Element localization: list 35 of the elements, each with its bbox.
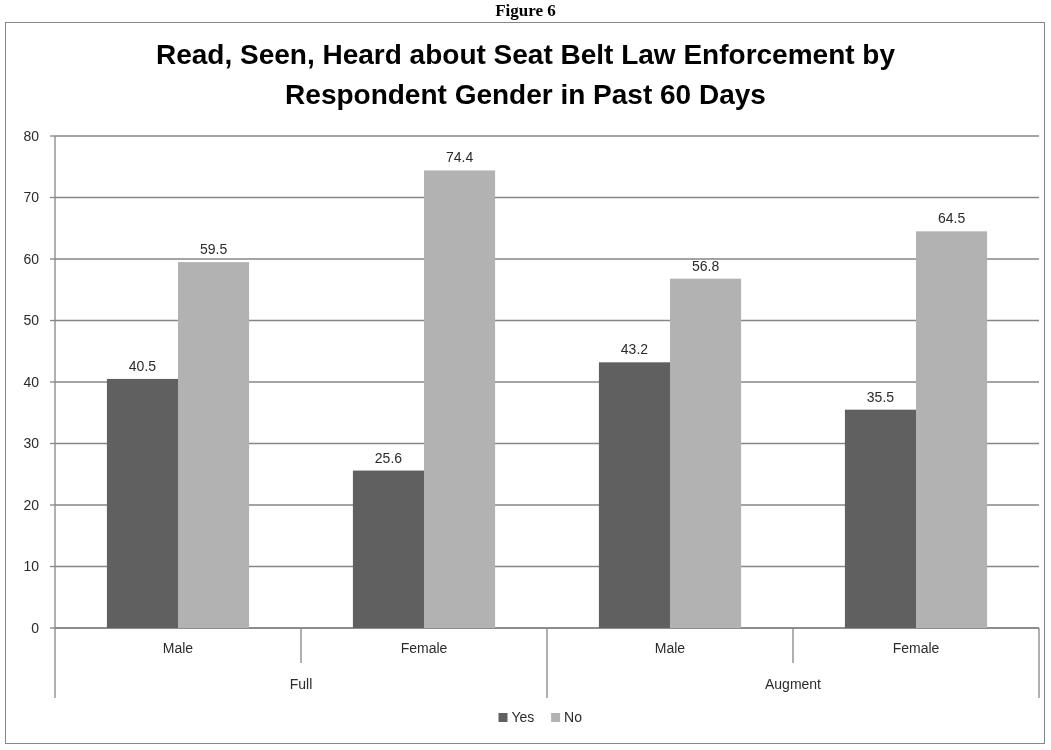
y-tick-label: 50	[23, 312, 40, 329]
data-label: 59.5	[199, 241, 228, 258]
x-tick-label: Male	[654, 640, 686, 656]
x-tick-label: Female	[400, 640, 448, 656]
bar	[844, 409, 916, 628]
bar	[106, 378, 178, 628]
data-label: 64.5	[937, 210, 966, 227]
data-label: 35.5	[866, 388, 895, 405]
text: Augment	[764, 676, 822, 692]
y-tick-label: 30	[23, 435, 40, 452]
data-label: 74.4	[445, 149, 474, 166]
bar	[424, 170, 496, 628]
y-tick-label: 40	[23, 373, 40, 390]
y-tick-label: 80	[23, 127, 40, 144]
data-label: 40.5	[128, 357, 157, 374]
bar	[670, 278, 742, 628]
y-tick-label: 70	[23, 189, 40, 206]
bar	[916, 231, 988, 628]
y-tick-label: 10	[23, 558, 40, 575]
bar	[178, 262, 250, 628]
legend-label: Yes	[511, 709, 535, 725]
y-tick-label: 0	[31, 619, 40, 636]
legend-label: No	[564, 709, 583, 725]
x-tick-label: Male	[162, 640, 194, 656]
data-label: 56.8	[691, 257, 720, 274]
data-label: 43.2	[620, 341, 649, 358]
bar	[598, 362, 670, 628]
data-label: 25.6	[374, 449, 403, 466]
text: Full	[289, 676, 313, 692]
chart-title: Read, Seen, Heard about Seat Belt Law Enforcement by Respondent Gender in Past 60 Days	[155, 39, 896, 110]
caption: Figure 6	[495, 1, 556, 20]
bar	[352, 470, 424, 628]
y-tick-label: 20	[23, 496, 40, 513]
x-tick-label: Female	[892, 640, 940, 656]
y-tick-label: 60	[23, 250, 40, 267]
